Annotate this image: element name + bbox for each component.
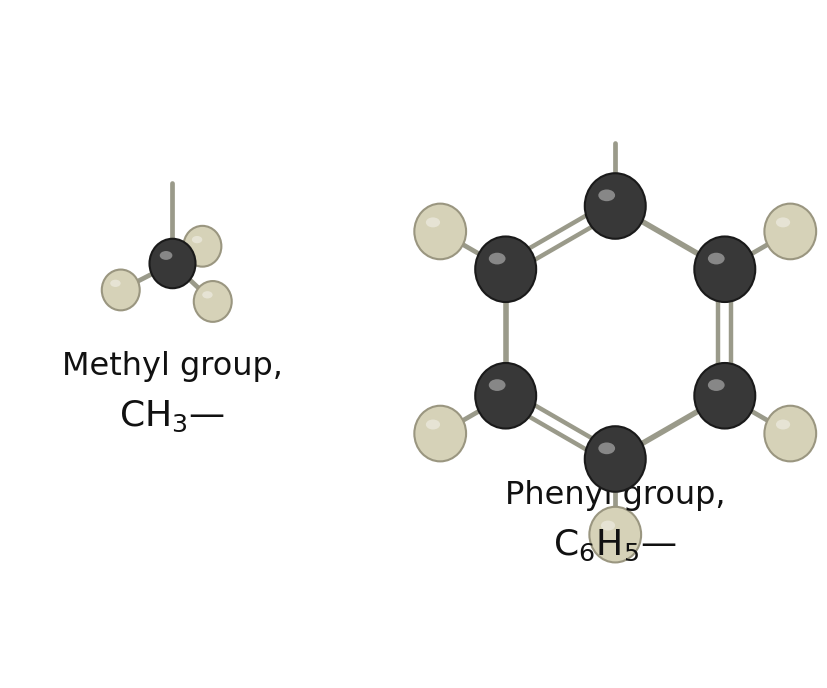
Ellipse shape	[102, 270, 140, 310]
Ellipse shape	[150, 239, 195, 288]
Ellipse shape	[202, 291, 213, 299]
Text: Methyl group,: Methyl group,	[62, 352, 283, 383]
Ellipse shape	[694, 237, 754, 302]
Ellipse shape	[775, 217, 789, 227]
Ellipse shape	[584, 427, 645, 492]
Ellipse shape	[598, 189, 614, 201]
Ellipse shape	[194, 281, 232, 322]
Ellipse shape	[425, 217, 440, 227]
Text: CH$_3$—: CH$_3$—	[119, 399, 225, 434]
Ellipse shape	[110, 279, 121, 287]
Ellipse shape	[584, 173, 645, 239]
Ellipse shape	[694, 363, 754, 429]
Ellipse shape	[414, 406, 466, 462]
Ellipse shape	[763, 406, 815, 462]
Ellipse shape	[589, 507, 640, 562]
Ellipse shape	[600, 521, 614, 530]
Ellipse shape	[707, 379, 724, 391]
Ellipse shape	[488, 379, 505, 391]
Ellipse shape	[763, 204, 815, 259]
Ellipse shape	[184, 226, 221, 267]
Ellipse shape	[598, 442, 614, 454]
Ellipse shape	[475, 363, 536, 429]
Ellipse shape	[488, 252, 505, 264]
Ellipse shape	[475, 237, 536, 302]
Text: C$_6$H$_5$—: C$_6$H$_5$—	[552, 528, 676, 563]
Text: Phenyl group,: Phenyl group,	[504, 480, 724, 511]
Ellipse shape	[425, 420, 440, 429]
Ellipse shape	[192, 236, 202, 244]
Ellipse shape	[160, 251, 172, 260]
Ellipse shape	[414, 204, 466, 259]
Ellipse shape	[775, 420, 789, 429]
Ellipse shape	[707, 252, 724, 264]
